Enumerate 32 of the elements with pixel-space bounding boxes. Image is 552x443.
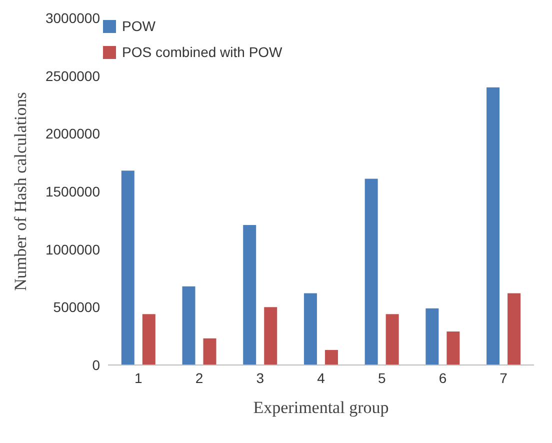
y-tick-label: 2500000 (45, 68, 100, 84)
x-tick-label: 2 (195, 370, 204, 386)
x-axis-title: Experimental group (253, 398, 389, 417)
bar (203, 338, 216, 365)
bar (486, 87, 500, 365)
bar (243, 225, 256, 365)
x-tick-label: 1 (134, 370, 143, 386)
x-tick-label: 5 (378, 370, 386, 386)
x-tick-label: 4 (317, 370, 326, 386)
bar (364, 178, 378, 365)
y-tick-label: 3000000 (45, 10, 100, 26)
legend-label: POW (122, 17, 156, 36)
bar (121, 170, 134, 365)
bar (446, 331, 460, 365)
bar (304, 293, 317, 365)
bar (142, 314, 156, 365)
bar (264, 307, 278, 365)
y-tick-label: 500000 (53, 299, 100, 316)
bar (386, 314, 399, 365)
legend-label: POS combined with POW (122, 43, 282, 62)
bar (324, 350, 338, 365)
y-axis-title: Number of Hash calculations (11, 92, 30, 291)
x-tick-label: 7 (500, 370, 508, 386)
x-tick-label: 3 (256, 370, 264, 386)
bar (182, 286, 196, 365)
x-tick-label: 6 (438, 370, 447, 386)
y-tick-label: 1500000 (45, 183, 100, 200)
y-tick-label: 1000000 (45, 241, 100, 258)
bar (426, 308, 439, 365)
y-tick-label: 0 (92, 356, 100, 373)
y-tick-label: 2000000 (45, 126, 100, 142)
bar (508, 293, 521, 365)
